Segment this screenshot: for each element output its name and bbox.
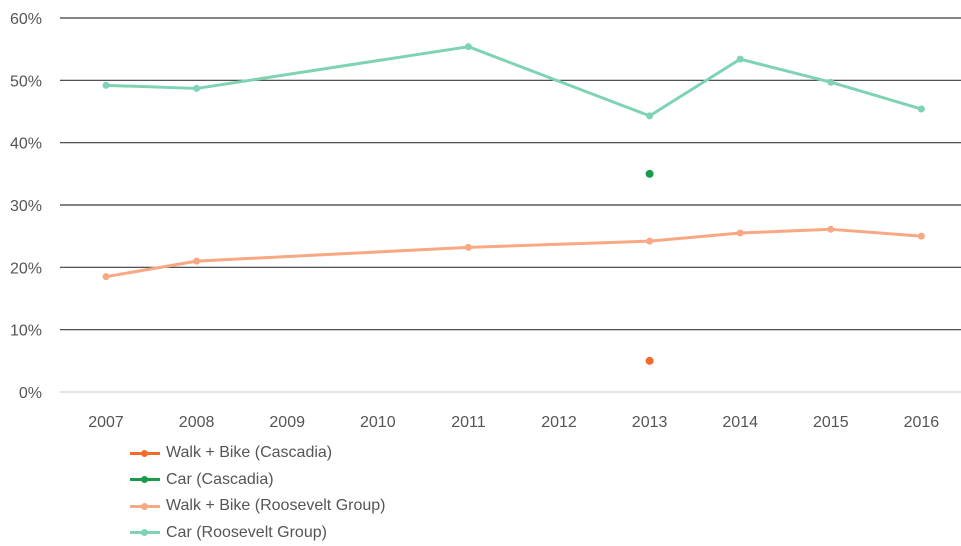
x-tick-label: 2013 <box>632 414 668 431</box>
legend-swatch <box>130 528 160 538</box>
legend-label: Car (Cascadia) <box>166 471 274 489</box>
y-tick-label: 50% <box>10 73 42 90</box>
data-point <box>465 244 472 251</box>
data-point <box>737 230 744 237</box>
data-point <box>103 82 110 89</box>
x-tick-label: 2009 <box>269 414 305 431</box>
x-tick-label: 2007 <box>88 414 124 431</box>
legend-label: Walk + Bike (Roosevelt Group) <box>166 497 385 515</box>
data-point <box>646 357 654 365</box>
y-tick-label: 30% <box>10 198 42 215</box>
series-line <box>106 229 921 276</box>
data-point <box>193 85 200 92</box>
legend-swatch <box>130 448 160 458</box>
data-point <box>646 170 654 178</box>
data-point <box>918 233 925 240</box>
legend-label: Car (Roosevelt Group) <box>166 524 327 542</box>
y-tick-label: 60% <box>10 11 42 28</box>
x-tick-label: 2016 <box>904 414 940 431</box>
legend: Walk + Bike (Cascadia) Car (Cascadia) Wa… <box>130 440 385 546</box>
legend-swatch <box>130 501 160 511</box>
x-tick-label: 2010 <box>360 414 396 431</box>
x-tick-label: 2008 <box>179 414 215 431</box>
x-tick-label: 2014 <box>722 414 758 431</box>
y-tick-label: 10% <box>10 323 42 340</box>
data-point <box>465 43 472 50</box>
data-point <box>737 56 744 63</box>
y-axis-ticks: 0% 10% 20% 30% 40% 50% 60% <box>10 11 42 402</box>
y-tick-label: 20% <box>10 260 42 277</box>
series-2 <box>103 226 925 280</box>
legend-label: Walk + Bike (Cascadia) <box>166 444 332 462</box>
data-point <box>193 258 200 265</box>
data-point <box>646 238 653 245</box>
x-axis-ticks: 2007 2008 2009 2010 2011 2012 2013 2014 2015 2016 <box>88 414 939 431</box>
x-tick-label: 2012 <box>541 414 577 431</box>
y-tick-label: 0% <box>19 385 42 402</box>
series-0 <box>646 357 654 365</box>
x-tick-label: 2011 <box>451 414 486 431</box>
data-point <box>827 226 834 233</box>
series-layer <box>103 43 925 365</box>
legend-swatch <box>130 475 160 485</box>
series-3 <box>103 43 925 119</box>
legend-item-walk-bike-cascadia: Walk + Bike (Cascadia) <box>130 440 385 467</box>
data-point <box>646 112 653 119</box>
data-point <box>103 273 110 280</box>
y-tick-label: 40% <box>10 136 42 153</box>
legend-item-car-roosevelt: Car (Roosevelt Group) <box>130 520 385 546</box>
x-tick-label: 2015 <box>813 414 849 431</box>
gridlines <box>60 18 961 392</box>
data-point <box>918 106 925 113</box>
legend-item-car-cascadia: Car (Cascadia) <box>130 467 385 494</box>
series-1 <box>646 170 654 178</box>
data-point <box>827 79 834 86</box>
legend-item-walk-bike-roosevelt: Walk + Bike (Roosevelt Group) <box>130 493 385 520</box>
series-line <box>106 47 921 116</box>
line-chart: 0% 10% 20% 30% 40% 50% 60% 2007 2008 2009 2010 201… <box>0 0 961 440</box>
